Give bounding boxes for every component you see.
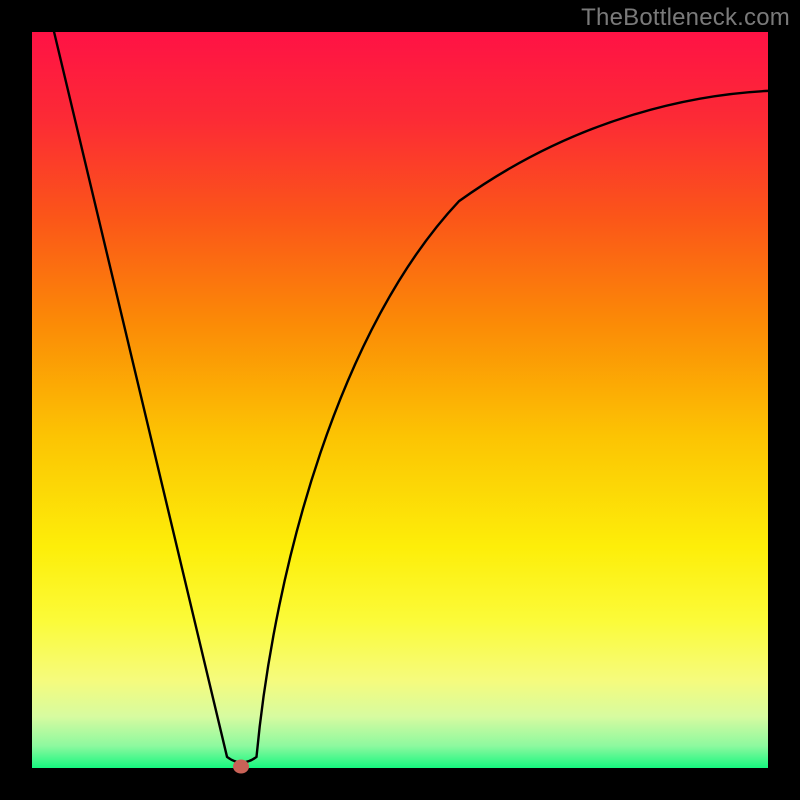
watermark-text: TheBottleneck.com bbox=[581, 4, 790, 32]
bottleneck-chart bbox=[0, 0, 800, 800]
minimum-marker bbox=[233, 760, 249, 774]
